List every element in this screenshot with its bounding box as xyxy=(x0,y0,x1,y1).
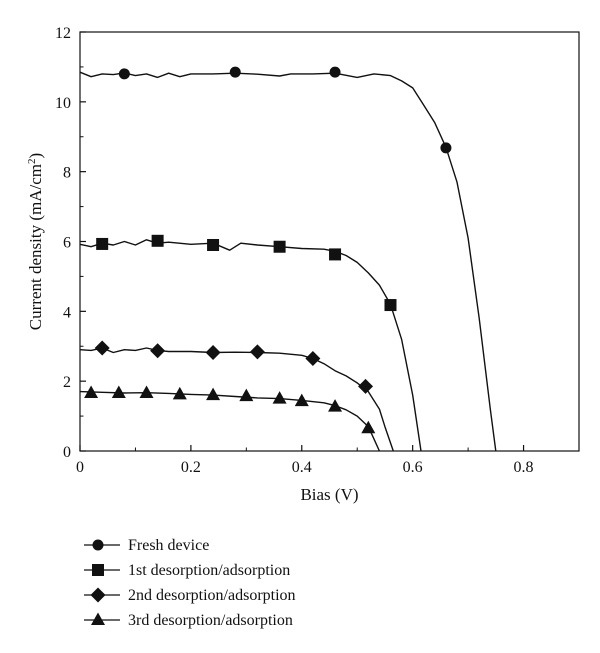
legend-item: 1st desorption/adsorption xyxy=(84,562,290,579)
series-2-point xyxy=(96,237,109,250)
x-axis-label: Bias (V) xyxy=(300,485,358,504)
x-tick-label: 0.8 xyxy=(514,459,534,476)
y-tick-label: 10 xyxy=(55,95,71,112)
legend-marker-circle xyxy=(92,539,104,551)
series-4-point xyxy=(272,391,287,404)
tick-labels: 0 0.2 0.4 0.6 0.8 0 2 4 6 8 10 12 xyxy=(55,25,534,476)
series-4-point xyxy=(239,388,254,402)
series-line-3 xyxy=(79,347,394,452)
series-3-point xyxy=(358,378,374,394)
legend-marker-square xyxy=(92,564,104,576)
x-tick-label: 0.2 xyxy=(181,459,201,476)
legend: Fresh device 1st desorption/adsorption 2nd… xyxy=(84,537,296,629)
y-tick-label: 0 xyxy=(63,444,71,461)
series-2-point xyxy=(273,240,286,253)
series-2-point xyxy=(207,238,220,251)
x-tick-label: 0.6 xyxy=(403,459,423,476)
y-axis-label-sup: 2 xyxy=(26,158,38,164)
legend-item: 3rd desorption/adsorption xyxy=(84,612,293,629)
legend-item: Fresh device xyxy=(84,537,209,554)
series-line-2 xyxy=(79,239,422,452)
series-3-point xyxy=(150,343,166,359)
y-tick-label: 4 xyxy=(63,304,71,321)
legend-label: 1st desorption/adsorption xyxy=(128,562,290,579)
series-2-point xyxy=(329,248,342,261)
series-4-point xyxy=(294,393,309,407)
legend-label: 2nd desorption/adsorption xyxy=(128,587,296,604)
x-tick-label: 0.4 xyxy=(292,459,312,476)
y-tick-label: 12 xyxy=(55,25,71,42)
y-axis-label-main: Current density (mA/cm xyxy=(26,164,45,330)
series-1-point xyxy=(118,68,130,80)
series-3-point xyxy=(205,345,221,361)
series-4-point xyxy=(84,385,99,399)
series-4-point xyxy=(206,387,221,401)
series-4-point xyxy=(361,420,376,434)
legend-marker-diamond xyxy=(90,587,106,603)
legend-label: 3rd desorption/adsorption xyxy=(128,612,293,629)
y-tick-label: 8 xyxy=(63,165,71,182)
legend-marker-triangle xyxy=(91,612,105,625)
series-3-point xyxy=(94,340,110,356)
legend-label: Fresh device xyxy=(128,537,209,554)
series-3-point xyxy=(249,344,265,360)
series-4-point xyxy=(172,386,187,400)
series-1-point xyxy=(329,66,341,78)
series-2-point xyxy=(151,234,164,247)
y-axis-label-tail: ) xyxy=(26,153,45,159)
series-4-point xyxy=(328,399,343,412)
legend-item: 2nd desorption/adsorption xyxy=(84,587,296,604)
y-tick-label: 6 xyxy=(63,235,71,252)
x-tick-label: 0 xyxy=(76,459,84,476)
series-4-point xyxy=(139,385,154,399)
series-4-point xyxy=(111,385,126,399)
series-1-point xyxy=(229,66,241,78)
y-axis-label: Current density (mA/cm2) xyxy=(26,153,45,330)
plot-markers xyxy=(84,66,452,434)
series-2-point xyxy=(384,299,397,312)
series-1-point xyxy=(440,142,452,154)
y-tick-label: 2 xyxy=(63,374,71,391)
axis-ticks xyxy=(79,31,580,452)
series-3-point xyxy=(305,350,321,366)
